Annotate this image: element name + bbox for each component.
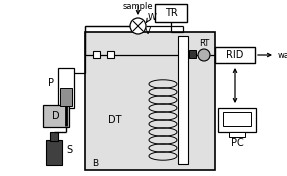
Bar	[85, 32, 215, 170]
Circle shape	[130, 18, 146, 34]
Text: waste: waste	[278, 51, 287, 59]
Text: RT: RT	[199, 39, 209, 49]
Bar	[215, 47, 255, 63]
Bar	[50, 132, 58, 141]
Bar	[155, 4, 187, 22]
Text: B: B	[92, 159, 98, 168]
Bar	[107, 51, 114, 58]
Text: P: P	[48, 78, 54, 88]
Bar	[43, 105, 69, 127]
Bar	[229, 132, 245, 137]
Bar	[189, 50, 196, 58]
Text: S: S	[66, 145, 72, 155]
Bar	[60, 88, 72, 106]
Circle shape	[198, 49, 210, 61]
Bar	[46, 140, 62, 165]
Text: D: D	[52, 111, 60, 121]
Bar	[178, 36, 188, 164]
Text: TR: TR	[165, 8, 177, 18]
Text: W: W	[148, 12, 156, 21]
Text: DT: DT	[108, 115, 122, 125]
Bar	[58, 68, 74, 108]
Bar	[93, 51, 100, 58]
Bar	[218, 108, 256, 132]
Bar	[223, 112, 251, 126]
Text: PC: PC	[231, 138, 243, 148]
Text: sample: sample	[123, 2, 153, 11]
Text: RID: RID	[226, 50, 244, 60]
Text: V: V	[145, 27, 151, 36]
